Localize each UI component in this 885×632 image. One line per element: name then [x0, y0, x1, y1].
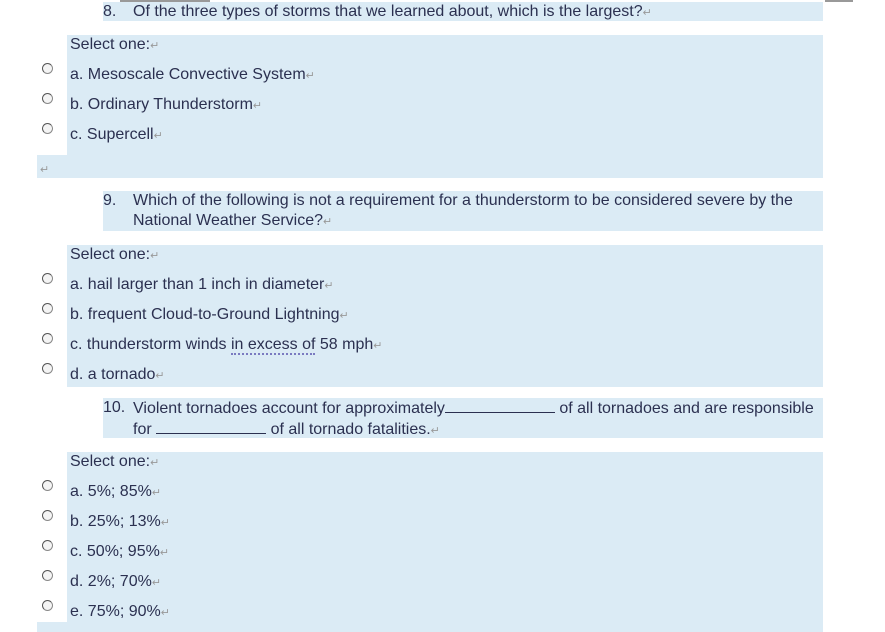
radio-option-c[interactable]: [37, 532, 67, 562]
option-label: a. 5%; 85%: [70, 483, 152, 500]
option-label: b. frequent Cloud-to-Ground Lightning: [70, 306, 340, 323]
option-label: b. 25%; 13%: [70, 513, 161, 530]
question-text: Violent tornadoes account for approximat…: [133, 400, 445, 417]
question-9: 9. Which of the following is not a requi…: [103, 191, 823, 231]
question-number: 8.: [103, 3, 117, 20]
radio-option-c[interactable]: [37, 325, 67, 355]
radio-option-d[interactable]: [37, 355, 67, 385]
question-8: 8. Of the three types of storms that we …: [103, 2, 823, 21]
option-label: d. 2%; 70%: [70, 573, 152, 590]
question-10-options: Select one:↵ a. 5%; 85%↵ b. 25%; 13%↵ c.…: [37, 452, 823, 632]
option-label: b. Ordinary Thunderstorm: [70, 96, 253, 113]
select-one-label: Select one:: [70, 36, 151, 53]
option-label-end: 58 mph: [319, 336, 374, 353]
radio-option-d[interactable]: [37, 562, 67, 592]
radio-option-b[interactable]: [37, 295, 67, 325]
question-text: Of the three types of storms that we lea…: [133, 3, 643, 20]
grammar-underline: in excess of: [230, 336, 316, 355]
radio-option-a[interactable]: [37, 55, 67, 85]
select-one-label: Select one:: [70, 246, 151, 263]
question-10: 10. Violent tornadoes account for approx…: [103, 398, 823, 438]
radio-option-a[interactable]: [37, 472, 67, 502]
top-rule: [120, 0, 210, 2]
radio-option-e[interactable]: [37, 592, 67, 622]
paragraph-mark: ↵: [642, 7, 652, 19]
question-8-options: Select one: ↵ a. Mesoscale Convective Sys…: [37, 35, 823, 178]
option-label: d. a tornado: [70, 366, 156, 383]
top-rule-right: [825, 0, 853, 2]
radio-option-c[interactable]: [37, 115, 67, 145]
option-label: e. 75%; 90%: [70, 603, 161, 620]
answer-blank: [444, 398, 555, 413]
select-one-label: Select one:: [70, 453, 151, 470]
option-label: c. Supercell: [70, 126, 154, 143]
answer-blank: [156, 419, 267, 434]
question-number: 9.: [103, 192, 117, 209]
question-9-options: Select one:↵ a. hail larger than 1 inch …: [37, 245, 823, 387]
question-number: 10.: [103, 399, 126, 416]
question-text: of all tornadoes and are responsible for: [133, 400, 814, 438]
radio-option-a[interactable]: [37, 265, 67, 295]
radio-option-b[interactable]: [37, 502, 67, 532]
radio-option-b[interactable]: [37, 85, 67, 115]
paragraph-mark: ↵: [40, 164, 50, 176]
option-label: a. hail larger than 1 inch in diameter: [70, 276, 325, 293]
option-label: a. Mesoscale Convective System: [70, 66, 306, 83]
option-label: c. thunderstorm winds: [70, 336, 227, 353]
question-text: of all tornado fatalities.: [270, 421, 431, 438]
option-label: c. 50%; 95%: [70, 543, 160, 560]
question-text: Which of the following is not a requirem…: [133, 192, 793, 229]
